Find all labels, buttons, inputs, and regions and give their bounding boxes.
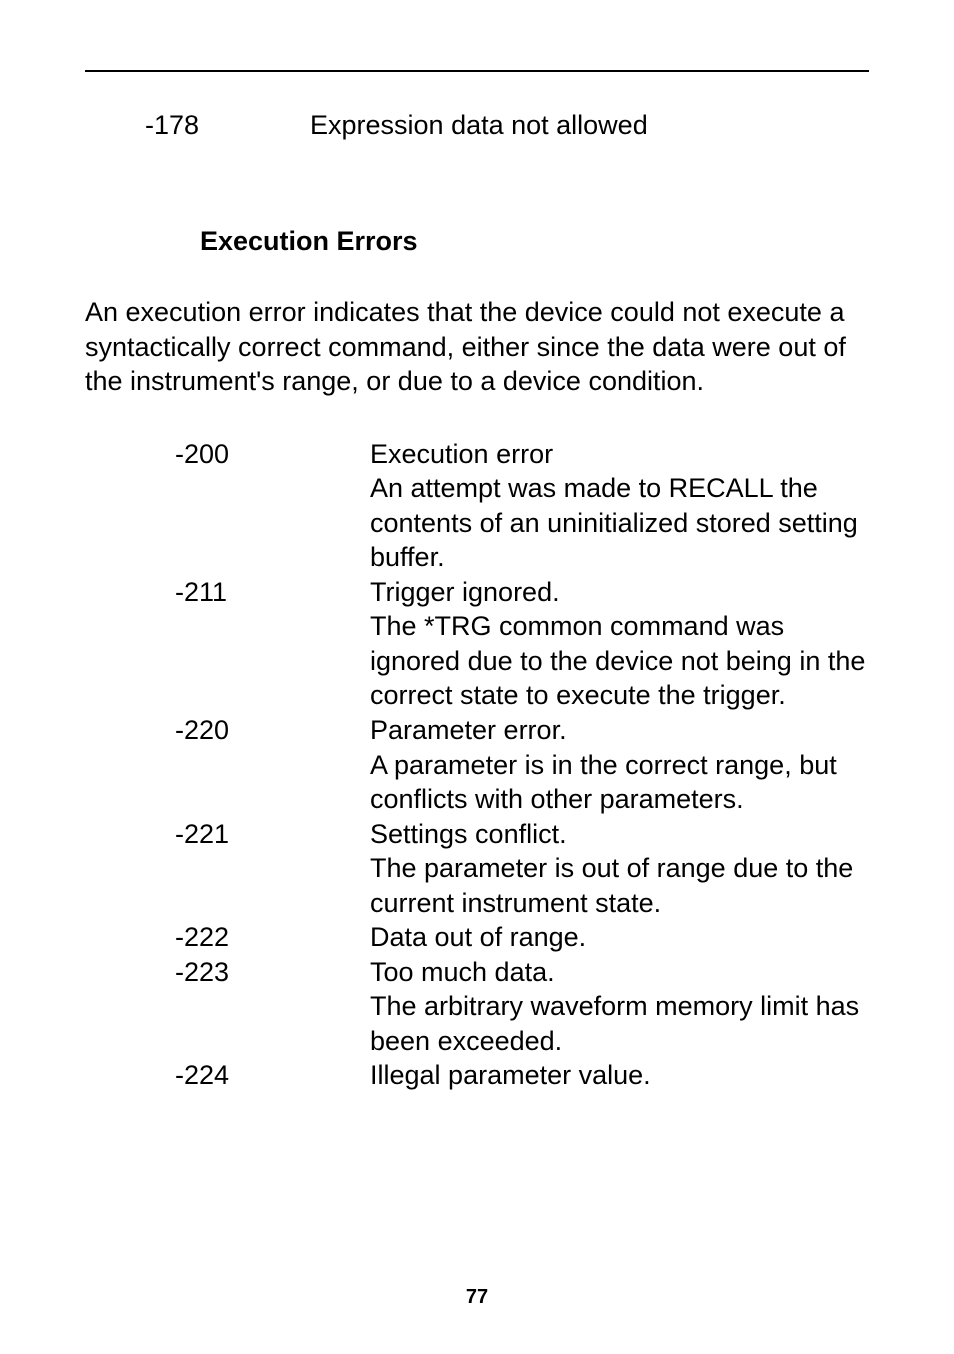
error-description: Execution errorAn attempt was made to RE… [370, 437, 869, 575]
page-number: 77 [0, 1286, 954, 1309]
error-code: -224 [175, 1058, 370, 1093]
error-row: -222Data out of range. [175, 920, 869, 955]
error-row: -224Illegal parameter value. [175, 1058, 869, 1093]
error-code: -223 [175, 955, 370, 1059]
error-code: -221 [175, 817, 370, 921]
error-row-178: -178 Expression data not allowed [145, 110, 869, 141]
top-rule [85, 70, 869, 72]
error-row: -200Execution errorAn attempt was made t… [175, 437, 869, 575]
error-row: -220Parameter error.A parameter is in th… [175, 713, 869, 817]
error-code: -200 [175, 437, 370, 575]
error-description: Data out of range. [370, 920, 869, 955]
page-container: -178 Expression data not allowed Executi… [0, 0, 954, 1354]
error-row: -211Trigger ignored.The *TRG common comm… [175, 575, 869, 713]
error-row: -221Settings conflict.The parameter is o… [175, 817, 869, 921]
error-row: -223Too much data.The arbitrary waveform… [175, 955, 869, 1059]
error-description: Illegal parameter value. [370, 1058, 869, 1093]
error-list: -200Execution errorAn attempt was made t… [85, 437, 869, 1093]
error-text: Expression data not allowed [310, 110, 648, 141]
error-code: -222 [175, 920, 370, 955]
error-code: -211 [175, 575, 370, 713]
error-code: -220 [175, 713, 370, 817]
intro-paragraph: An execution error indicates that the de… [85, 295, 869, 399]
error-description: Too much data.The arbitrary waveform mem… [370, 955, 869, 1059]
error-description: Settings conflict.The parameter is out o… [370, 817, 869, 921]
section-heading: Execution Errors [200, 226, 869, 257]
error-description: Trigger ignored.The *TRG common command … [370, 575, 869, 713]
error-code: -178 [145, 110, 310, 141]
error-description: Parameter error.A parameter is in the co… [370, 713, 869, 817]
